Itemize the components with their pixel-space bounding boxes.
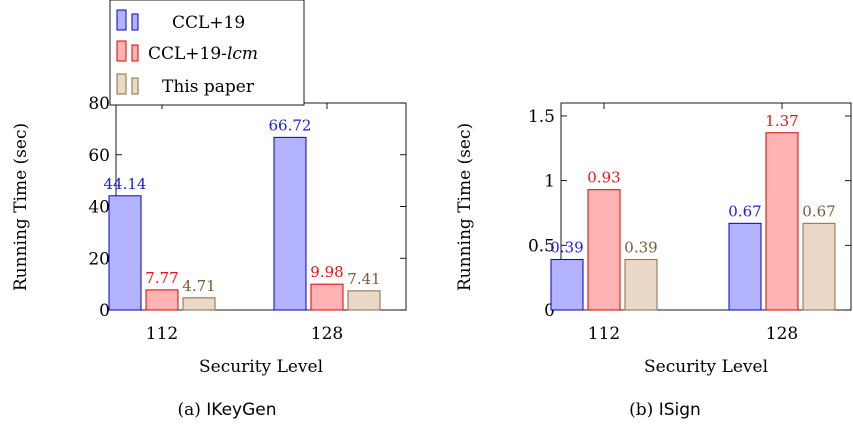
y-tick-label: 0 bbox=[99, 301, 110, 321]
y-ticks: 0 0.5 1 1.5 bbox=[528, 107, 851, 321]
bar-value-label: 0.39 bbox=[624, 239, 657, 257]
bar bbox=[802, 222, 836, 311]
bar bbox=[550, 259, 584, 311]
legend-entry-ccl19: CCL+19 bbox=[116, 9, 245, 33]
legend-box bbox=[109, 0, 305, 106]
y-tick-label: 40 bbox=[88, 198, 110, 218]
caption: (b) ISign bbox=[629, 400, 701, 420]
bar-value-label: 44.14 bbox=[104, 175, 147, 193]
x-ticks: 112 128 bbox=[588, 103, 798, 344]
bar bbox=[624, 259, 658, 311]
data-labels: 44.14 66.72 7.77 9.98 4.71 7.41 bbox=[104, 116, 381, 294]
legend-swatch-small bbox=[131, 77, 139, 95]
bar bbox=[108, 195, 142, 311]
bar bbox=[310, 283, 344, 311]
bar-value-label: 7.77 bbox=[145, 269, 178, 287]
caption: (a) IKeyGen bbox=[177, 400, 276, 420]
legend-entry-ccl19-lcm: CCL+19-lcm bbox=[116, 40, 258, 64]
legend-label: This paper bbox=[162, 77, 255, 97]
bar-value-label: 7.41 bbox=[347, 270, 380, 288]
bar bbox=[347, 290, 381, 311]
legend-swatch-large bbox=[116, 9, 127, 31]
y-tick-label: 0.5 bbox=[528, 236, 555, 256]
bars bbox=[108, 136, 381, 311]
y-axis-label: Running Time (sec) bbox=[455, 123, 475, 291]
bar-value-label: 0.67 bbox=[802, 202, 835, 220]
bar bbox=[182, 297, 216, 311]
legend-swatch-small bbox=[131, 13, 139, 31]
chart-ikeygen: 0 20 40 60 80 112 128 44.14 66.72 7.77 9.98 4.71 7… bbox=[11, 94, 407, 420]
legend-swatch-large bbox=[116, 73, 127, 95]
x-tick-label: 112 bbox=[588, 324, 620, 344]
bar bbox=[765, 132, 799, 311]
x-axis-label: Security Level bbox=[199, 357, 323, 377]
bar-value-label: 0.39 bbox=[550, 239, 583, 257]
x-axis-label: Security Level bbox=[644, 357, 768, 377]
bar bbox=[273, 136, 307, 311]
bar bbox=[145, 289, 179, 311]
y-tick-label: 80 bbox=[88, 94, 110, 114]
y-axis-label: Running Time (sec) bbox=[11, 123, 31, 291]
bar-value-label: 4.71 bbox=[182, 277, 215, 295]
bar-value-label: 9.98 bbox=[310, 263, 343, 281]
y-tick-label: 1.5 bbox=[528, 107, 555, 127]
bar-value-label: 66.72 bbox=[269, 116, 312, 134]
bar-value-label: 1.37 bbox=[765, 112, 798, 130]
bars bbox=[550, 132, 836, 311]
y-tick-label: 60 bbox=[88, 146, 110, 166]
legend: CCL+19 CCL+19-lcm This paper bbox=[109, 0, 305, 106]
y-tick-label: 0 bbox=[544, 301, 555, 321]
legend-entry-this-paper: This paper bbox=[116, 73, 255, 97]
x-tick-label: 112 bbox=[146, 324, 178, 344]
legend-label: CCL+19 bbox=[172, 13, 245, 33]
plot-frame bbox=[560, 102, 852, 311]
bar-value-label: 0.67 bbox=[728, 202, 761, 220]
bar-value-label: 0.93 bbox=[587, 169, 620, 187]
legend-swatch-small bbox=[131, 44, 139, 62]
y-tick-label: 1 bbox=[544, 172, 555, 192]
data-labels: 0.39 0.67 0.93 1.37 0.39 0.67 bbox=[550, 112, 835, 257]
y-tick-label: 20 bbox=[88, 249, 110, 269]
bar bbox=[587, 189, 621, 311]
chart-isign: 0 0.5 1 1.5 112 128 0.39 0.67 0.93 1.37 0.39 0.67… bbox=[455, 102, 852, 420]
x-tick-label: 128 bbox=[311, 324, 343, 344]
legend-swatch-large bbox=[116, 40, 127, 62]
legend-label: CCL+19-lcm bbox=[148, 44, 258, 64]
x-tick-label: 128 bbox=[766, 324, 798, 344]
bar bbox=[728, 222, 762, 311]
y-ticks: 0 20 40 60 80 bbox=[88, 94, 406, 321]
